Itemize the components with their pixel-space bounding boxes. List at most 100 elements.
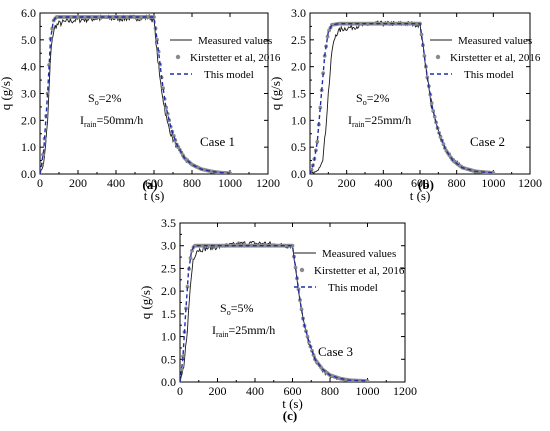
legend-model-label: This model (328, 282, 378, 294)
rain-annotation: Irain=25mm/h (212, 323, 275, 339)
legend-measured-label: Measured values (198, 35, 272, 47)
x-tick-label: 1200 (393, 384, 417, 398)
rain-annotation: Irain=25mm/h (348, 113, 411, 129)
kirstetter-point (290, 243, 295, 248)
y-tick-label: 1.5 (161, 307, 176, 321)
y-axis-label: q (g/s) (268, 77, 283, 111)
x-axis-label: t (s) (410, 188, 431, 203)
kirstetter-point (188, 256, 193, 260)
x-tick-label: 200 (209, 384, 227, 398)
y-tick-label: 6.0 (21, 6, 36, 20)
x-tick-label: 200 (69, 176, 87, 190)
kirstetter-point (50, 26, 55, 31)
legend-kirstetter-swatch (299, 267, 305, 273)
kirstetter-point (180, 368, 184, 372)
case-label: Case 3 (318, 344, 353, 359)
y-tick-label: 4.0 (21, 60, 36, 74)
y-tick-label: 3.0 (161, 239, 176, 253)
y-tick-label: 3.0 (21, 87, 36, 101)
legend-kirstetter-swatch (175, 54, 181, 60)
legend-kirstetter-label: Kirstetter et al, 2016 (314, 265, 405, 277)
panel-2: 0 200 400 600 800 1000 1200 0.0 0.5 1.0 1.5 2.0 2.5 3… (268, 6, 542, 203)
legend-kirstetter-swatch (435, 54, 441, 60)
x-tick-label: 1000 (481, 176, 505, 190)
y-tick-label: 0.5 (161, 352, 176, 366)
kirstetter-point (315, 139, 320, 144)
kirstetter-point (185, 284, 190, 289)
kirstetter-point (327, 28, 331, 33)
plot-series-group (180, 240, 370, 382)
x-tick-label: 400 (107, 176, 125, 190)
kirstetter-point (365, 379, 370, 382)
kirstetter-point (491, 171, 496, 174)
kirstetter-point (47, 63, 51, 67)
kirstetter-point (161, 86, 166, 90)
kirstetter-point (181, 354, 185, 359)
legend-measured-label: Measured values (322, 248, 396, 260)
panel-1: 0 200 400 600 800 1000 1200 0.0 1.0 2.0 3.0 4.0 5.0 6… (0, 6, 281, 203)
x-axis-label: t (s) (144, 188, 165, 203)
y-tick-label: 2.0 (291, 60, 306, 74)
x-tick-label: 600 (145, 176, 163, 190)
plot-series-group (40, 14, 232, 174)
y-tick-label: 2.0 (161, 284, 176, 298)
x-tick-label: 600 (284, 384, 302, 398)
legend-model-label: This model (204, 69, 254, 81)
kirstetter-point (293, 265, 298, 270)
panel-tag: (c) (283, 408, 297, 423)
legend-kirstetter-label: Kirstetter et al, 2016 (450, 52, 541, 64)
kirstetter-point (431, 109, 436, 113)
legend-model-label: This model (464, 69, 514, 81)
slope-annotation: So=2% (88, 91, 121, 107)
x-tick-label: 1200 (256, 176, 280, 190)
measured-values-line (180, 240, 368, 382)
y-tick-label: 1.5 (291, 87, 306, 101)
y-tick-label: 0.0 (291, 167, 306, 181)
x-axis-label: t (s) (282, 396, 303, 411)
x-tick-label: 800 (321, 384, 339, 398)
y-tick-label: 3.5 (161, 216, 176, 230)
panel-3: 0 200 400 600 800 1000 1200 0.0 0.5 1.0 1.5 2.0 2.5 3… (138, 216, 417, 423)
kirstetter-point (419, 32, 424, 37)
panel-tag: (a) (142, 177, 157, 192)
y-tick-label: 3.0 (291, 6, 306, 20)
kirstetter-point (299, 307, 304, 312)
x-tick-label: 800 (183, 176, 201, 190)
legend-kirstetter-label: Kirstetter et al, 2016 (190, 52, 281, 64)
x-tick-label: 600 (411, 176, 429, 190)
plot-series-group (310, 20, 496, 174)
y-axis-label: q (g/s) (0, 77, 13, 111)
kirstetter-point (321, 71, 326, 75)
legend-measured-label: Measured values (458, 35, 532, 47)
y-tick-label: 1.0 (21, 140, 36, 154)
kirstetter-point (155, 37, 159, 42)
panel-tag: (b) (418, 177, 434, 192)
x-tick-label: 800 (448, 176, 466, 190)
kirstetter-point (425, 75, 430, 80)
slope-annotation: So=2% (356, 91, 389, 107)
x-tick-label: 400 (246, 384, 264, 398)
x-tick-label: 0 (37, 176, 43, 190)
case-label: Case 1 (200, 134, 235, 149)
kirstetter-point (152, 15, 156, 19)
y-tick-label: 0.5 (291, 140, 306, 154)
y-axis-label: q (g/s) (138, 286, 153, 320)
kirstetter-point (296, 287, 301, 292)
kirstetter-point (41, 152, 45, 157)
x-tick-label: 1000 (356, 384, 380, 398)
y-tick-label: 1.0 (161, 330, 176, 344)
x-tick-label: 0 (177, 384, 183, 398)
case-label: Case 2 (470, 134, 505, 149)
x-tick-label: 0 (307, 176, 313, 190)
kirstetter-point (325, 34, 330, 39)
kirstetter-point (318, 105, 323, 110)
y-tick-label: 2.5 (291, 33, 306, 47)
x-tick-label: 1200 (518, 176, 542, 190)
rain-annotation: Irain=50mm/h (80, 113, 143, 129)
slope-annotation: So=5% (220, 301, 253, 317)
y-tick-label: 2.5 (161, 261, 176, 275)
x-tick-label: 200 (338, 176, 356, 190)
x-tick-label: 400 (374, 176, 392, 190)
kirstetter-point (156, 49, 161, 54)
